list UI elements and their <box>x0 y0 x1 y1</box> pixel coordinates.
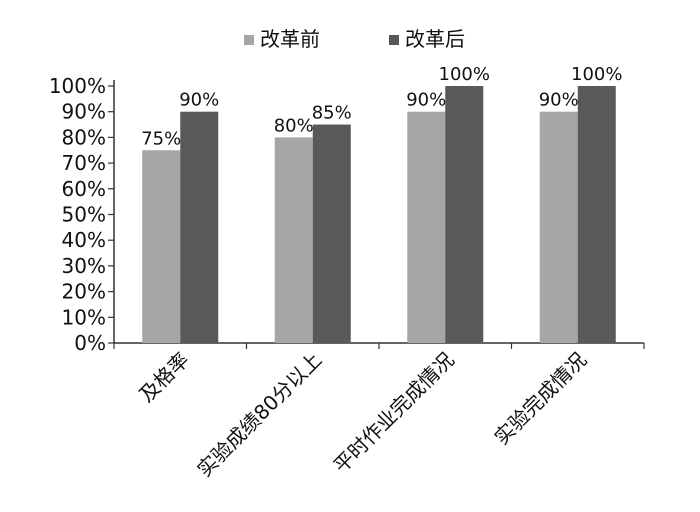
y-tick-label: 70% <box>62 151 106 175</box>
bar <box>180 111 219 343</box>
data-label: 100% <box>571 64 622 85</box>
data-label: 90% <box>179 90 219 111</box>
data-label: 80% <box>274 115 314 136</box>
data-label: 90% <box>539 90 579 111</box>
bar <box>274 137 313 343</box>
data-label: 100% <box>439 64 490 85</box>
bar <box>577 86 616 343</box>
legend-swatch <box>244 35 254 45</box>
data-label: 90% <box>406 90 446 111</box>
y-tick-label: 80% <box>62 125 106 149</box>
y-tick-label: 60% <box>62 177 106 201</box>
y-tick-label: 10% <box>62 305 106 329</box>
legend-label: 改革前 <box>260 27 320 51</box>
x-category-label: 平时作业完成情况 <box>329 348 459 478</box>
bar <box>312 124 351 343</box>
x-category-label: 实验成绩80分以上 <box>192 348 326 482</box>
x-category-label: 及格率 <box>134 348 193 407</box>
y-tick-label: 20% <box>62 280 106 304</box>
y-tick-label: 40% <box>62 228 106 252</box>
y-tick-label: 50% <box>62 203 106 227</box>
bar <box>445 86 484 343</box>
y-tick-label: 100% <box>49 74 106 98</box>
data-label: 85% <box>312 103 352 124</box>
bar <box>539 111 578 343</box>
y-tick-label: 0% <box>74 331 106 355</box>
data-label: 75% <box>141 128 181 149</box>
x-category-label: 实验完成情况 <box>489 348 591 450</box>
legend-swatch <box>389 35 399 45</box>
y-tick-label: 90% <box>62 100 106 124</box>
legend-label: 改革后 <box>405 27 465 51</box>
bar <box>407 111 446 343</box>
y-tick-label: 30% <box>62 254 106 278</box>
bar <box>142 150 181 343</box>
